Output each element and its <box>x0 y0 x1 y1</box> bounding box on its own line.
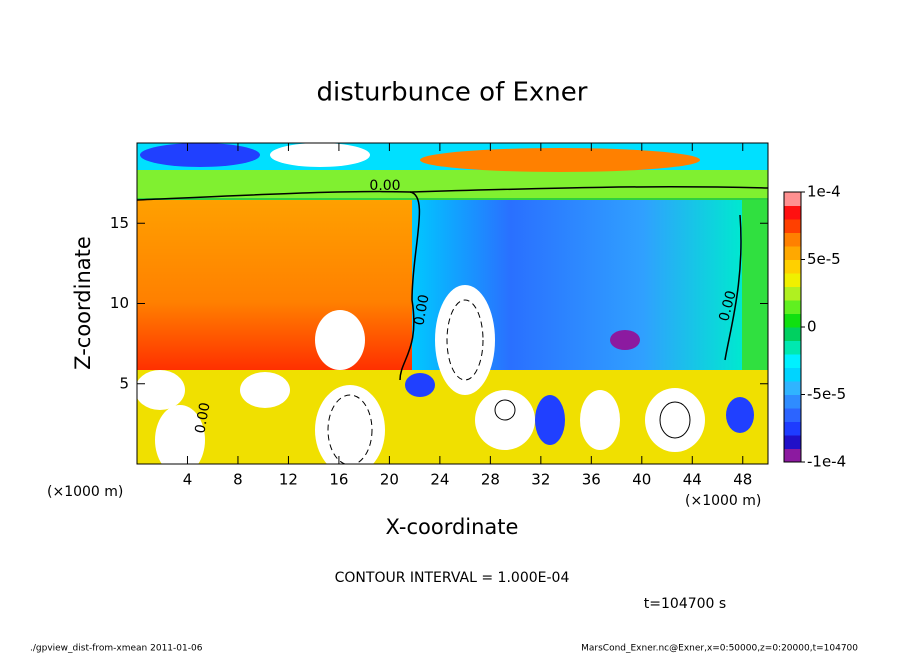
colorbar-band <box>784 313 801 328</box>
colorbar-band <box>784 448 801 463</box>
colorbar-band <box>784 408 801 422</box>
x-tick-label: 4 <box>183 471 193 489</box>
y-tick-label: 5 <box>119 374 129 392</box>
contour-label: 0.00 <box>192 401 213 434</box>
x-tick-label: 20 <box>380 471 399 489</box>
colorbar-tick-label: 1e-4 <box>807 183 841 201</box>
contour-interval: CONTOUR INTERVAL = 1.000E-04 <box>335 570 570 586</box>
colorbar-band <box>784 232 801 247</box>
colorbar-band <box>784 246 801 260</box>
y-tick-label: 10 <box>110 294 129 312</box>
contour-field <box>137 143 768 464</box>
x-tick-label: 40 <box>632 471 651 489</box>
colorbar-band <box>784 259 801 274</box>
x-unit: (×1000 m) <box>685 493 761 509</box>
x-tick-label: 16 <box>329 471 348 489</box>
x-tick-label: 32 <box>531 471 550 489</box>
chart-title: disturbunce of Exner <box>317 78 588 108</box>
y-tick-label: 15 <box>110 214 129 232</box>
contour-label: 0.00 <box>369 178 400 194</box>
y-axis-label: Z-coordinate <box>71 236 95 370</box>
colorbar-tick-label: -5e-5 <box>807 385 846 403</box>
colorbar-band <box>784 273 801 287</box>
contour-label: 0.00 <box>411 293 432 326</box>
colorbar-tick-label: -1e-4 <box>807 453 846 471</box>
colorbar-band <box>784 219 801 233</box>
colorbar-tick-label: 0 <box>807 318 817 336</box>
colorbar-band <box>784 354 801 368</box>
contour-label: 0.00 <box>716 289 740 323</box>
colorbar-band <box>784 205 801 220</box>
x-tick-label: 24 <box>430 471 449 489</box>
footer: MarsCond_Exner.nc@Exner,x=0:50000,z=0:20… <box>581 644 858 654</box>
colorbar-band <box>784 327 801 341</box>
x-tick-label: 36 <box>582 471 601 489</box>
x-axis-label: X-coordinate <box>386 515 519 539</box>
time-label: t=104700 s <box>644 596 726 612</box>
x-tick-label: 28 <box>481 471 500 489</box>
colorbar-band <box>784 394 801 409</box>
x-tick-label: 8 <box>233 471 243 489</box>
colorbar-band <box>784 367 801 382</box>
colorbar-band <box>784 435 801 449</box>
colorbar-band <box>784 300 801 314</box>
footer: ./gpview_dist-from-xmean 2011-01-06 <box>30 644 203 654</box>
x-tick-label: 44 <box>683 471 702 489</box>
x-unit: (×1000 m) <box>47 484 123 500</box>
colorbar-tick-label: 5e-5 <box>807 250 841 268</box>
colorbar-band <box>784 192 801 206</box>
colorbar-band <box>784 421 801 436</box>
x-tick-label: 12 <box>279 471 298 489</box>
colorbar-band <box>784 286 801 301</box>
x-tick-label: 48 <box>733 471 752 489</box>
colorbar-band <box>784 381 801 395</box>
colorbar-band <box>784 340 801 355</box>
